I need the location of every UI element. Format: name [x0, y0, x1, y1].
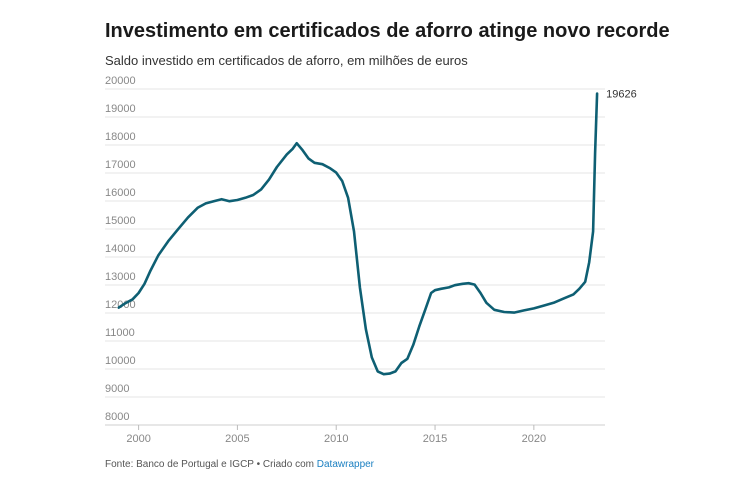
y-tick-label: 8000 [105, 411, 129, 423]
y-tick-label: 14000 [105, 243, 136, 255]
y-tick-label: 10000 [105, 355, 136, 367]
x-tick-label: 2015 [423, 433, 447, 445]
y-tick-label: 18000 [105, 131, 136, 143]
y-tick-label: 9000 [105, 383, 129, 395]
chart-subtitle: Saldo investido em certificados de aforr… [105, 53, 468, 68]
y-tick-label: 11000 [105, 327, 135, 339]
chart-title: Investimento em certificados de aforro a… [105, 20, 670, 42]
x-tick-label: 2010 [324, 433, 348, 445]
x-tick-label: 2005 [225, 433, 249, 445]
x-axis-ticks: 2000 2005 2010 2015 2020 [126, 425, 546, 445]
datawrapper-link[interactable]: Datawrapper [316, 459, 375, 470]
y-tick-label: 20000 [105, 75, 136, 87]
y-tick-label: 19000 [105, 103, 136, 115]
gridlines [105, 88, 605, 426]
y-tick-label: 16000 [105, 187, 136, 199]
x-tick-label: 2000 [126, 433, 150, 445]
source-text: Fonte: Banco de Portugal e IGCP • Criado… [105, 459, 317, 470]
y-tick-label: 17000 [105, 159, 136, 171]
y-axis-ticks: 8000900010000110001200013000140001500016… [105, 75, 136, 423]
y-tick-label: 13000 [105, 271, 136, 283]
series-line [117, 92, 599, 376]
end-value-label: 19626 [606, 88, 637, 100]
footer-credit: Fonte: Banco de Portugal e IGCP • Criado… [105, 459, 374, 470]
y-tick-label: 15000 [105, 215, 136, 227]
x-tick-label: 2020 [522, 433, 546, 445]
